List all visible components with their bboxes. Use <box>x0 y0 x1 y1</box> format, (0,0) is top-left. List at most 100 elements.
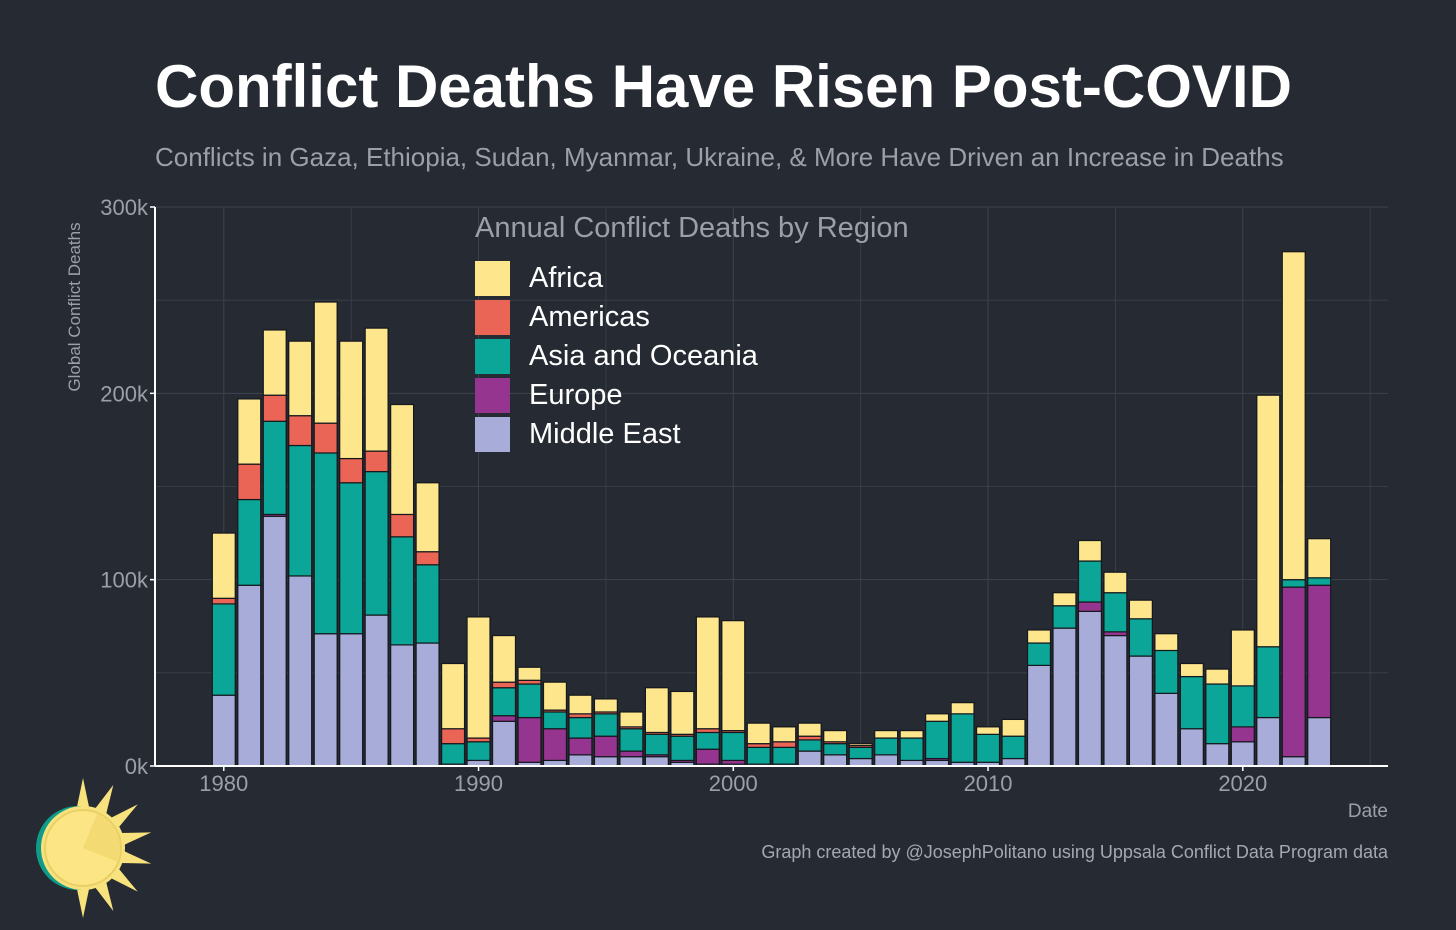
bar-segment <box>644 687 669 734</box>
bar-segment <box>339 457 364 484</box>
sun-ray <box>120 832 152 846</box>
legend-swatch <box>475 339 510 374</box>
bar-segment <box>593 713 618 737</box>
bar-segment <box>1230 741 1255 767</box>
y-tick-label: 300k <box>100 195 149 220</box>
bar-segment <box>1256 394 1281 648</box>
bar-segment <box>542 681 568 711</box>
bar-segment <box>339 340 364 460</box>
legend-item: Asia and Oceania <box>475 337 909 376</box>
bar-segment <box>364 470 389 616</box>
bar-segment <box>1281 586 1306 758</box>
bar-segment <box>1179 675 1204 730</box>
bar-segment <box>440 728 466 745</box>
bar-segment <box>390 536 415 646</box>
bar-segment <box>619 750 644 758</box>
bar-segment <box>313 301 338 424</box>
bar-segment <box>211 532 236 599</box>
x-tick-label: 2000 <box>709 771 758 796</box>
legend-swatch <box>475 378 510 413</box>
bar-segment <box>568 754 593 767</box>
legend-swatch <box>475 417 510 452</box>
bars <box>211 251 1332 767</box>
bar-segment <box>619 728 644 752</box>
bar-segment <box>491 715 517 722</box>
bar-segment <box>1256 716 1281 767</box>
bar-segment <box>1052 627 1077 767</box>
x-tick-label: 2020 <box>1218 771 1267 796</box>
legend-swatch <box>475 300 510 335</box>
bar-segment <box>339 633 364 767</box>
bar-segment <box>899 737 924 762</box>
y-tick-label: 100k <box>100 568 149 593</box>
bar-segment <box>1052 605 1077 629</box>
bar-segment <box>797 739 822 752</box>
bar-segment <box>313 422 338 454</box>
bar-segment <box>1154 649 1179 694</box>
bar-segment <box>1103 571 1128 594</box>
bar-segment <box>1307 577 1332 586</box>
bar-segment <box>364 450 389 473</box>
bar-segment <box>237 398 262 465</box>
bar-segment <box>364 327 389 452</box>
bar-segment <box>211 694 236 767</box>
bar-segment <box>364 614 389 767</box>
x-tick-label: 2010 <box>964 771 1013 796</box>
bar-segment <box>1307 584 1332 719</box>
bar-segment <box>415 564 440 644</box>
bar-segment <box>262 329 287 396</box>
legend-item: Africa <box>475 259 909 298</box>
sun-ray <box>109 804 138 829</box>
bar-segment <box>1205 743 1230 767</box>
legend-label: Americas <box>529 301 650 333</box>
bar-segment <box>975 726 1001 735</box>
legend-label: Middle East <box>529 418 681 450</box>
bar-segment <box>721 620 746 732</box>
bar-segment <box>874 729 899 739</box>
bar-segment <box>670 735 695 762</box>
bar-segment <box>1103 592 1128 633</box>
bar-segment <box>339 482 364 635</box>
bar-segment <box>1026 642 1052 666</box>
bar-segment <box>1077 560 1103 603</box>
bar-segment <box>491 634 517 683</box>
bar-segment <box>390 644 415 767</box>
bar-segment <box>288 575 313 767</box>
bar-segment <box>1026 664 1052 767</box>
bar-segment <box>746 722 771 745</box>
sun-ray <box>94 784 114 816</box>
bar-segment <box>288 415 313 447</box>
bar-segment <box>1179 728 1204 767</box>
legend-item: Americas <box>475 298 909 337</box>
sun-icon <box>36 778 152 918</box>
bar-segment <box>1026 629 1052 644</box>
bar-segment <box>1154 633 1179 652</box>
bar-segment <box>848 757 873 767</box>
bar-segment <box>772 726 797 743</box>
sun-ray <box>94 880 114 912</box>
bar-segment <box>1052 592 1077 607</box>
bar-segment <box>1281 579 1306 588</box>
bar-segment <box>390 513 415 538</box>
bar-segment <box>1103 634 1128 767</box>
bar-segment <box>1154 692 1179 767</box>
bar-segment <box>1001 757 1026 767</box>
bar-segment <box>1281 756 1306 767</box>
legend-items: Africa Americas Asia and Oceania Europe Midd… <box>475 259 909 454</box>
bar-segment <box>644 756 669 767</box>
bar-segment <box>721 731 746 762</box>
bar-segment <box>415 642 440 767</box>
bar-segment <box>1307 538 1332 579</box>
bar-segment <box>288 340 313 417</box>
bar-segment <box>925 713 950 722</box>
sun-ray <box>109 867 138 892</box>
bar-segment <box>1077 539 1103 562</box>
chart-title: Conflict Deaths Have Risen Post-COVID <box>155 53 1292 120</box>
bar-segment <box>517 716 542 763</box>
bar-segment <box>950 713 975 763</box>
x-axis-label: Date <box>1348 801 1388 822</box>
bar-segment <box>619 711 644 728</box>
source-credit: Graph created by @JosephPolitano using U… <box>761 842 1388 862</box>
legend-item: Europe <box>475 376 909 415</box>
